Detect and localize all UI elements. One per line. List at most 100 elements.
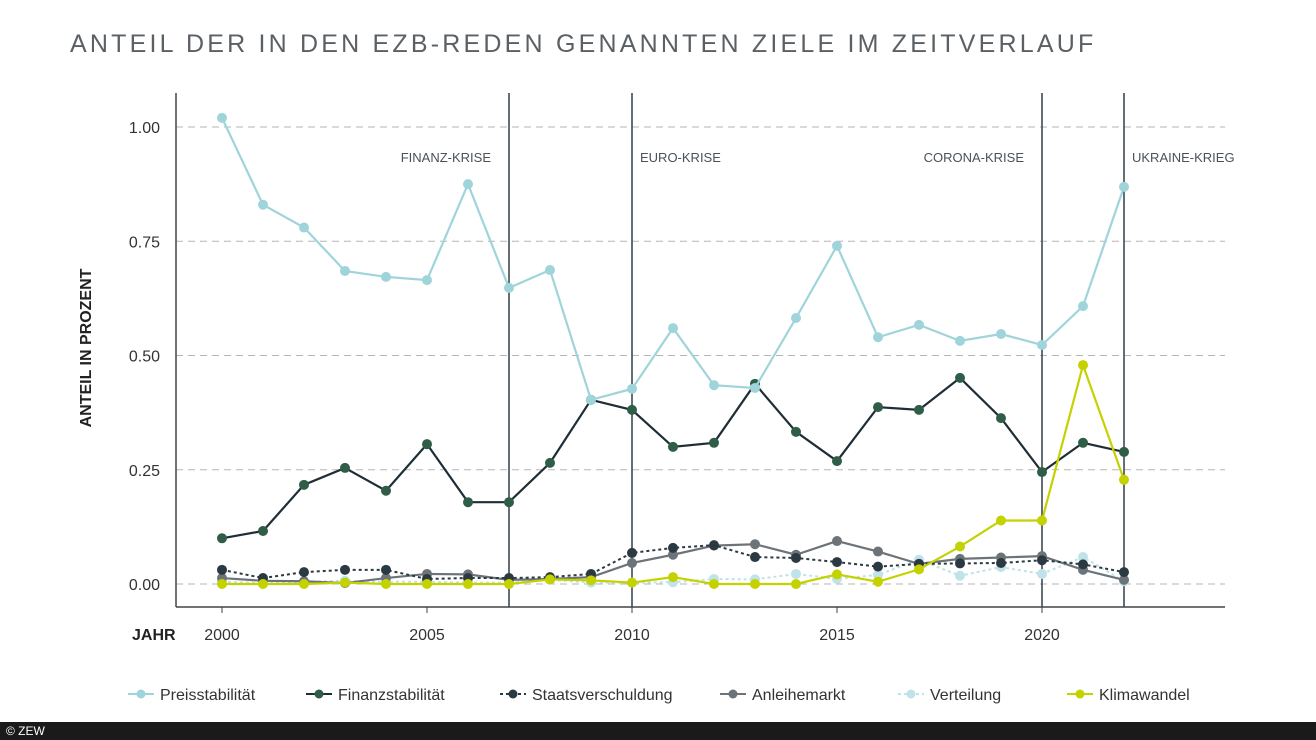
data-point xyxy=(586,394,596,405)
legend-item: Staatsverschuldung xyxy=(500,687,673,704)
y-tick-label: 0.75 xyxy=(129,234,160,251)
data-point xyxy=(340,462,350,473)
data-point xyxy=(1078,301,1088,312)
data-point xyxy=(340,265,350,276)
data-point xyxy=(873,546,883,557)
data-point xyxy=(750,579,760,589)
data-point xyxy=(1037,515,1047,526)
data-point xyxy=(1119,574,1129,585)
y-tick-label: 0.25 xyxy=(129,463,160,480)
data-point xyxy=(750,552,760,563)
data-point xyxy=(422,579,432,589)
y-tick-label: 0.00 xyxy=(129,577,160,594)
data-point xyxy=(422,275,432,286)
data-point xyxy=(1037,467,1047,478)
data-point xyxy=(668,572,678,583)
data-point xyxy=(545,574,555,585)
data-point xyxy=(627,547,637,558)
legend-marker xyxy=(508,689,518,699)
data-point xyxy=(1078,360,1088,371)
data-point xyxy=(791,579,801,589)
legend-item: Klimawandel xyxy=(1067,687,1190,704)
data-point xyxy=(955,335,965,346)
data-point xyxy=(668,441,678,452)
data-point xyxy=(504,497,514,508)
data-point xyxy=(422,439,432,450)
data-point xyxy=(340,577,350,588)
data-point xyxy=(914,564,924,575)
x-tick-label: 2015 xyxy=(819,627,855,644)
legend-label: Anleihemarkt xyxy=(752,687,846,704)
chart-title: ANTEIL DER IN DEN EZB-REDEN GENANNTEN ZI… xyxy=(70,30,1097,58)
data-point xyxy=(996,557,1006,568)
y-tick-label: 1.00 xyxy=(129,120,160,137)
data-point xyxy=(873,561,883,572)
x-tick-label: 2010 xyxy=(614,627,650,644)
data-point xyxy=(1037,339,1047,350)
data-point xyxy=(1078,552,1088,563)
data-point xyxy=(217,112,227,123)
event-label: UKRAINE-KRIEG xyxy=(1132,150,1235,165)
data-point xyxy=(381,579,391,589)
data-point xyxy=(996,413,1006,424)
data-point xyxy=(1078,437,1088,448)
data-point xyxy=(832,456,842,467)
series-klimawandel xyxy=(217,360,1129,589)
series-preisstabilität xyxy=(217,112,1129,405)
copyright-footer: © ZEW xyxy=(0,722,1316,740)
data-point xyxy=(709,380,719,391)
data-point xyxy=(873,569,883,580)
data-point xyxy=(832,536,842,547)
legend-item: Preisstabilität xyxy=(128,687,256,704)
data-point xyxy=(299,579,309,589)
data-point xyxy=(545,457,555,468)
x-tick-label: 2000 xyxy=(204,627,240,644)
data-point xyxy=(750,382,760,393)
series-finanzstabilität xyxy=(217,372,1129,544)
data-point xyxy=(381,564,391,575)
data-point xyxy=(709,579,719,589)
data-point xyxy=(1119,567,1129,578)
data-point xyxy=(791,552,801,563)
x-tick-label: 2020 xyxy=(1024,627,1060,644)
data-point xyxy=(463,497,473,508)
legend-marker xyxy=(314,689,324,699)
data-point xyxy=(709,437,719,448)
legend-item: Verteilung xyxy=(898,687,1001,704)
data-point xyxy=(873,402,883,413)
legend-item: Anleihemarkt xyxy=(720,687,846,704)
y-tick-label: 0.50 xyxy=(129,349,160,366)
data-point xyxy=(586,575,596,586)
line-chart: 0.00 0.25 0.50 0.75 1.00 2000 2005 2010 2015 2020… xyxy=(78,93,1235,704)
data-point xyxy=(258,525,268,536)
data-point xyxy=(299,222,309,233)
data-point xyxy=(955,372,965,383)
event-label: EURO-KRISE xyxy=(640,150,721,165)
x-axis-label: JAHR xyxy=(132,627,176,644)
data-point xyxy=(1119,181,1129,192)
data-point xyxy=(955,558,965,569)
data-point xyxy=(873,576,883,587)
data-point xyxy=(791,426,801,437)
data-point xyxy=(463,579,473,589)
data-point xyxy=(996,515,1006,526)
data-point xyxy=(1119,474,1129,485)
data-point xyxy=(381,485,391,496)
legend-label: Preisstabilität xyxy=(160,687,256,704)
data-point xyxy=(545,265,555,276)
series-staatsverschuldung xyxy=(217,540,1129,584)
data-point xyxy=(258,579,268,589)
data-point xyxy=(914,404,924,415)
data-point xyxy=(955,570,965,581)
data-point xyxy=(627,383,637,394)
legend-marker xyxy=(728,689,738,699)
data-point xyxy=(1078,559,1088,570)
data-point xyxy=(832,240,842,251)
data-point xyxy=(996,329,1006,340)
data-point xyxy=(668,323,678,334)
legend-label: Staatsverschuldung xyxy=(532,687,673,704)
data-point xyxy=(627,577,637,588)
event-label: CORONA-KRISE xyxy=(924,150,1025,165)
data-point xyxy=(873,332,883,343)
legend-marker xyxy=(136,689,146,699)
